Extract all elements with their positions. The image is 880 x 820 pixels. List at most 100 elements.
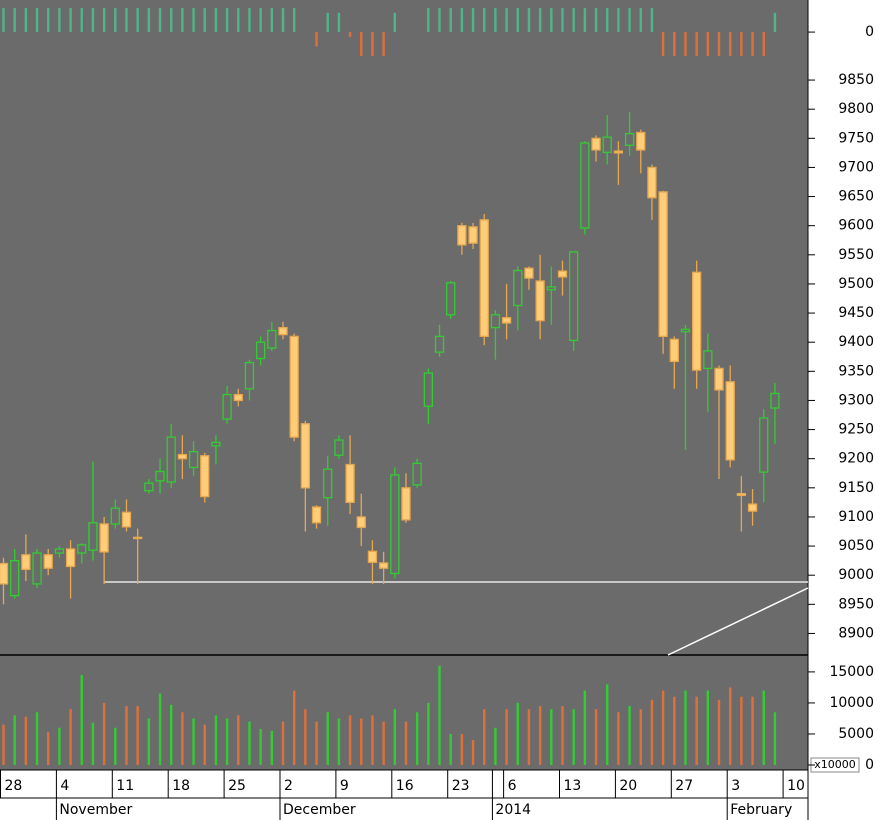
bar xyxy=(538,706,542,765)
y-tick-label: 9500 xyxy=(838,276,874,292)
candle-body xyxy=(21,554,31,571)
bar xyxy=(505,709,508,765)
candle-body xyxy=(770,392,780,409)
bar xyxy=(661,32,665,57)
bar xyxy=(13,8,16,33)
bar xyxy=(58,8,61,33)
bar xyxy=(237,8,240,33)
bar xyxy=(449,8,452,33)
bar xyxy=(639,8,642,33)
bar xyxy=(717,699,721,765)
bar xyxy=(494,727,497,765)
candle-body xyxy=(345,463,355,504)
bar xyxy=(594,8,598,33)
candle-body xyxy=(188,451,199,469)
bar xyxy=(270,8,274,33)
trend-line xyxy=(667,587,809,656)
bar xyxy=(158,8,162,33)
candle-body xyxy=(602,136,612,153)
candle-body xyxy=(479,219,489,338)
bar xyxy=(58,727,61,765)
bar xyxy=(572,8,575,33)
bar xyxy=(35,8,39,33)
y-tick-label: 9450 xyxy=(838,305,874,321)
bar xyxy=(415,712,419,765)
candle-body xyxy=(725,381,735,461)
y-tick-label: 9800 xyxy=(838,101,874,117)
bar xyxy=(91,722,95,765)
bar xyxy=(393,12,396,33)
bar xyxy=(80,675,83,765)
bar xyxy=(360,718,363,765)
bar xyxy=(225,718,229,765)
x-tick-label: 25 xyxy=(228,778,246,794)
candle-body xyxy=(747,503,758,512)
y-tick-label: 15000 xyxy=(829,664,874,680)
y-tick-label: 5000 xyxy=(838,726,874,742)
bar xyxy=(438,665,441,765)
y-tick-label: 9200 xyxy=(838,451,874,467)
bar xyxy=(773,712,777,765)
bar xyxy=(147,8,151,33)
candle-body xyxy=(535,280,545,322)
bar xyxy=(538,8,542,33)
bar xyxy=(35,712,39,765)
bar xyxy=(47,8,50,33)
bar xyxy=(583,8,587,33)
candle-body xyxy=(211,441,221,447)
y-tick-label: 9100 xyxy=(838,509,874,525)
x-tick-label: 3 xyxy=(731,778,740,794)
y-tick-label: 9850 xyxy=(838,72,874,88)
month-label: December xyxy=(283,802,356,818)
x-tick-label: 23 xyxy=(452,778,470,794)
bar xyxy=(617,8,620,33)
candle-body xyxy=(267,329,277,349)
bar xyxy=(248,8,251,33)
candle-body xyxy=(524,267,534,279)
x-tick-label: 27 xyxy=(675,778,693,794)
bar xyxy=(471,740,475,765)
bar xyxy=(550,709,553,765)
bar xyxy=(91,8,95,33)
bar xyxy=(102,8,106,33)
bar xyxy=(2,8,5,33)
candle-body xyxy=(133,536,143,540)
bar xyxy=(125,706,128,765)
x-tick-label: 4 xyxy=(60,778,69,794)
candle-body xyxy=(569,251,579,342)
bar xyxy=(47,732,50,765)
bar xyxy=(348,715,352,765)
y-tick-label: 9650 xyxy=(838,189,874,205)
y-tick-label: 9550 xyxy=(838,247,874,263)
x-tick-label: 28 xyxy=(5,778,23,794)
bar xyxy=(516,8,519,33)
bar xyxy=(550,8,553,33)
y-tick-label: 9600 xyxy=(838,218,874,234)
bar xyxy=(572,709,575,765)
candle-body xyxy=(54,548,65,554)
candle-body xyxy=(110,507,120,525)
candle-body xyxy=(32,552,42,585)
bar xyxy=(527,8,531,33)
bar xyxy=(527,709,531,765)
candle-body xyxy=(43,554,53,569)
bar xyxy=(762,690,765,765)
bar xyxy=(561,8,564,33)
bar xyxy=(281,721,285,765)
bar xyxy=(751,32,754,57)
y-tick-label: 0 xyxy=(865,24,874,40)
bar xyxy=(69,709,72,765)
bar xyxy=(449,733,452,765)
bar xyxy=(237,715,240,765)
candle-body xyxy=(155,470,165,482)
bar xyxy=(170,8,173,33)
candle-body xyxy=(457,225,467,246)
candle-body xyxy=(580,142,590,229)
bar xyxy=(371,715,374,765)
bar xyxy=(706,690,710,765)
bar xyxy=(483,8,486,33)
bar xyxy=(326,12,329,33)
x-tick-label: 6 xyxy=(508,778,517,794)
plot-background xyxy=(0,0,808,770)
candle-body xyxy=(468,226,478,244)
